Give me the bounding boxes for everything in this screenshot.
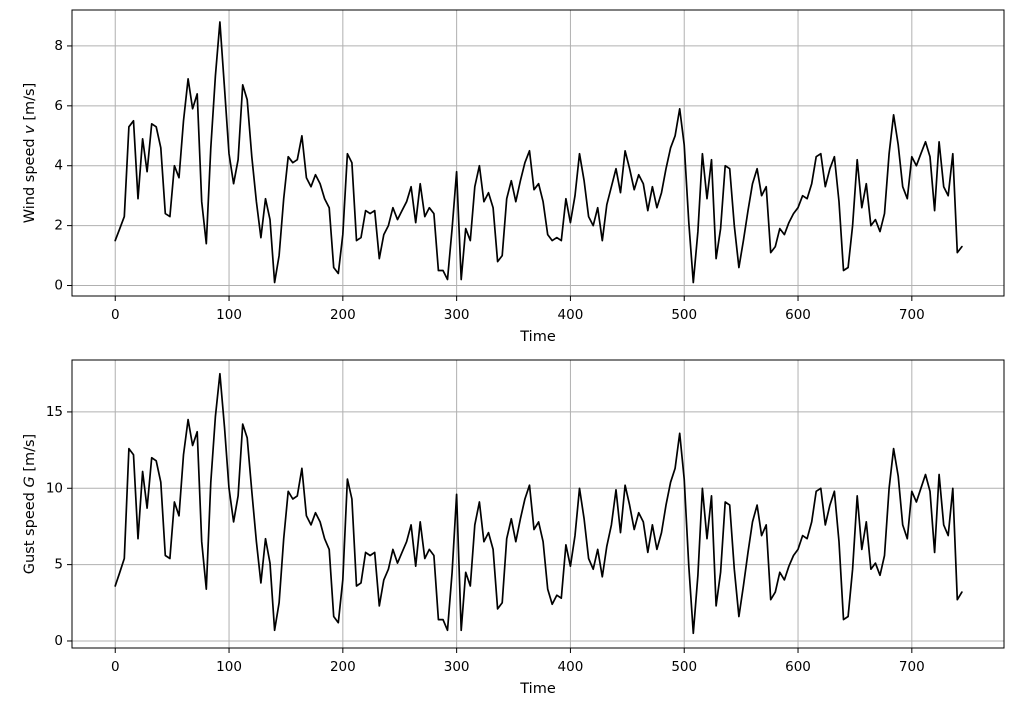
x-tick-label: 500 — [671, 307, 697, 323]
y-axis-label: Wind speed v [m/s] — [22, 83, 38, 224]
x-tick-label: 100 — [216, 307, 242, 323]
y-tick-label: 15 — [46, 404, 63, 420]
plot-border — [71, 9, 1005, 297]
x-tick-label: 0 — [111, 307, 120, 323]
x-tick-label: 300 — [444, 307, 470, 323]
x-tick-label: 600 — [785, 307, 811, 323]
y-tick-label: 2 — [54, 218, 63, 234]
x-tick-label: 600 — [785, 659, 811, 675]
x-tick-label: 300 — [444, 659, 470, 675]
gust-speed-line — [114, 372, 963, 635]
y-tick-label: 4 — [54, 158, 63, 174]
x-tick-label: 500 — [671, 659, 697, 675]
x-tick-label: 700 — [899, 659, 925, 675]
y-tick-label: 6 — [54, 98, 63, 114]
x-tick-label: 400 — [558, 659, 584, 675]
x-axis-label: Time — [519, 681, 556, 697]
gust-speed-subplot: 0 100 200 300 400 500 600 700 0 5 10 15 Time Gust spe… — [22, 359, 1005, 697]
y-tick-label: 0 — [54, 278, 63, 294]
y-tick-label: 5 — [54, 557, 63, 573]
y-tick-label: 8 — [54, 38, 63, 54]
y-axis-label: Gust speed G [m/s] — [22, 434, 38, 574]
x-tick-label: 200 — [330, 307, 356, 323]
x-tick-label: 100 — [216, 659, 242, 675]
x-tick-label: 400 — [558, 307, 584, 323]
y-tick-label: 0 — [54, 633, 63, 649]
x-tick-label: 700 — [899, 307, 925, 323]
wind-speed-line — [114, 21, 963, 284]
plot-border — [71, 359, 1005, 649]
y-tick-label: 10 — [46, 480, 63, 496]
wind-speed-subplot: 0 100 200 300 400 500 600 700 0 2 4 6 8 Time Wind spee… — [22, 9, 1005, 345]
x-axis-label: Time — [519, 329, 556, 345]
x-tick-label: 0 — [111, 659, 120, 675]
x-tick-label: 200 — [330, 659, 356, 675]
